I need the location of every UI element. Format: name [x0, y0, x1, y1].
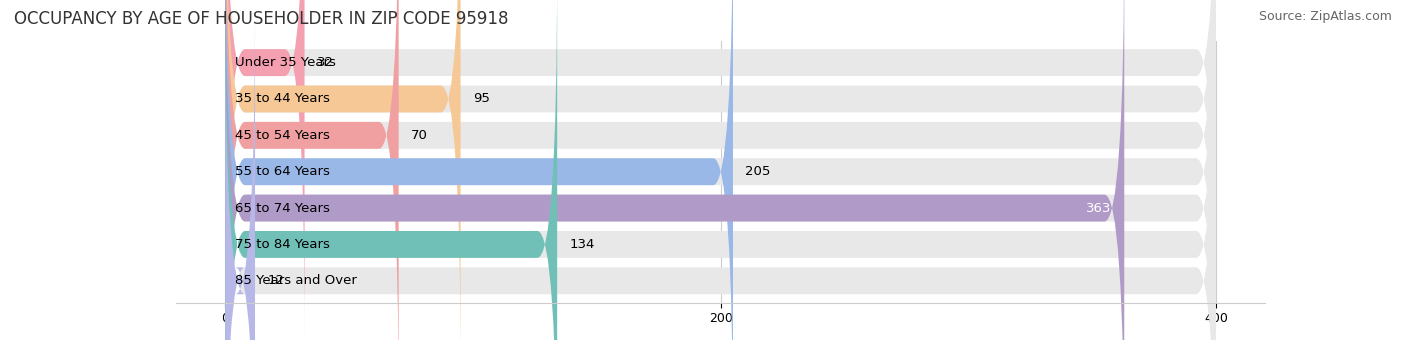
- FancyBboxPatch shape: [225, 3, 1216, 340]
- FancyBboxPatch shape: [225, 0, 1216, 340]
- Text: Source: ZipAtlas.com: Source: ZipAtlas.com: [1258, 10, 1392, 23]
- FancyBboxPatch shape: [225, 0, 733, 340]
- Text: 32: 32: [316, 56, 333, 69]
- FancyBboxPatch shape: [225, 0, 1216, 340]
- Text: 55 to 64 Years: 55 to 64 Years: [235, 165, 330, 178]
- FancyBboxPatch shape: [225, 0, 1125, 340]
- FancyBboxPatch shape: [225, 0, 305, 340]
- FancyBboxPatch shape: [225, 0, 557, 340]
- Text: Under 35 Years: Under 35 Years: [235, 56, 336, 69]
- Text: 70: 70: [411, 129, 427, 142]
- FancyBboxPatch shape: [225, 3, 254, 340]
- FancyBboxPatch shape: [225, 0, 1216, 340]
- Text: 45 to 54 Years: 45 to 54 Years: [235, 129, 330, 142]
- Text: 95: 95: [472, 92, 489, 105]
- Text: 85 Years and Over: 85 Years and Over: [235, 274, 357, 287]
- Text: 12: 12: [267, 274, 284, 287]
- Text: 134: 134: [569, 238, 595, 251]
- Text: 363: 363: [1087, 202, 1112, 215]
- FancyBboxPatch shape: [225, 0, 1216, 340]
- Text: OCCUPANCY BY AGE OF HOUSEHOLDER IN ZIP CODE 95918: OCCUPANCY BY AGE OF HOUSEHOLDER IN ZIP C…: [14, 10, 509, 28]
- Text: 75 to 84 Years: 75 to 84 Years: [235, 238, 330, 251]
- Text: 205: 205: [745, 165, 770, 178]
- FancyBboxPatch shape: [225, 0, 1216, 340]
- FancyBboxPatch shape: [225, 0, 1216, 340]
- Text: 65 to 74 Years: 65 to 74 Years: [235, 202, 330, 215]
- Text: 35 to 44 Years: 35 to 44 Years: [235, 92, 330, 105]
- FancyBboxPatch shape: [225, 0, 399, 340]
- FancyBboxPatch shape: [225, 0, 461, 340]
